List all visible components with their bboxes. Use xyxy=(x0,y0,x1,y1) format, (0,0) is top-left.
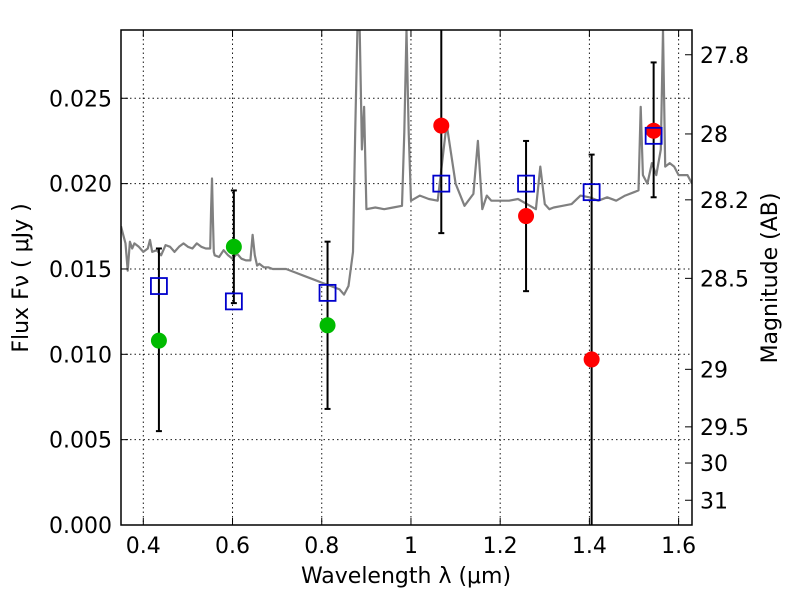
markers xyxy=(150,117,663,368)
x-tick-label: 1.6 xyxy=(661,534,696,559)
square-marker xyxy=(517,174,535,193)
right-tick-label: 28 xyxy=(700,123,728,148)
circle-marker xyxy=(645,122,662,139)
plot-frame xyxy=(120,29,693,526)
y-tick-label: 0.020 xyxy=(49,173,112,198)
right-axis-label: Magnitude (AB) xyxy=(758,193,783,364)
circle-marker xyxy=(225,238,242,255)
grid xyxy=(121,30,692,525)
y-tick-label: 0.000 xyxy=(49,514,112,539)
x-tick-label: 1.4 xyxy=(572,534,607,559)
square-marker xyxy=(644,126,663,145)
x-axis-label: Wavelength λ (μm) xyxy=(301,564,511,589)
square-marker xyxy=(582,183,601,202)
right-tick-label: 28.5 xyxy=(700,267,749,292)
x-tick-label: 0.8 xyxy=(304,534,339,559)
circle-marker xyxy=(583,351,600,368)
plot-background xyxy=(121,30,692,525)
y-tick-label: 0.015 xyxy=(49,258,112,283)
circle-marker xyxy=(319,317,336,334)
circle-marker xyxy=(518,208,535,225)
right-tick-label: 28.2 xyxy=(700,189,749,214)
x-axis: 0.4 0.6 0.8 1 1.2 1.4 1.6 xyxy=(126,30,696,559)
right-tick-label: 31 xyxy=(700,489,728,514)
circle-marker xyxy=(433,117,450,134)
right-axis: 27.8 28 28.2 28.5 29 29.5 30 31 xyxy=(685,44,749,514)
y-axis-label: Flux Fν ( μJy ) xyxy=(9,203,34,352)
x-tick-label: 1 xyxy=(404,534,418,559)
x-tick-label: 0.4 xyxy=(126,534,161,559)
square-marker xyxy=(150,277,168,295)
circle-marker xyxy=(150,332,167,349)
y-axis: 0.000 0.005 0.010 0.015 0.020 0.025 xyxy=(49,87,128,539)
square-marker xyxy=(432,174,451,193)
y-tick-label: 0.010 xyxy=(49,343,112,368)
x-tick-label: 0.6 xyxy=(215,534,250,559)
y-tick-label: 0.025 xyxy=(49,87,112,112)
right-tick-label: 29 xyxy=(700,358,728,383)
square-marker xyxy=(224,292,243,311)
right-tick-label: 29.5 xyxy=(700,416,749,441)
square-marker xyxy=(318,283,337,302)
y-tick-label: 0.005 xyxy=(49,429,112,454)
right-tick-label: 30 xyxy=(700,452,728,477)
right-tick-label: 27.8 xyxy=(700,44,749,69)
x-tick-label: 1.2 xyxy=(483,534,518,559)
